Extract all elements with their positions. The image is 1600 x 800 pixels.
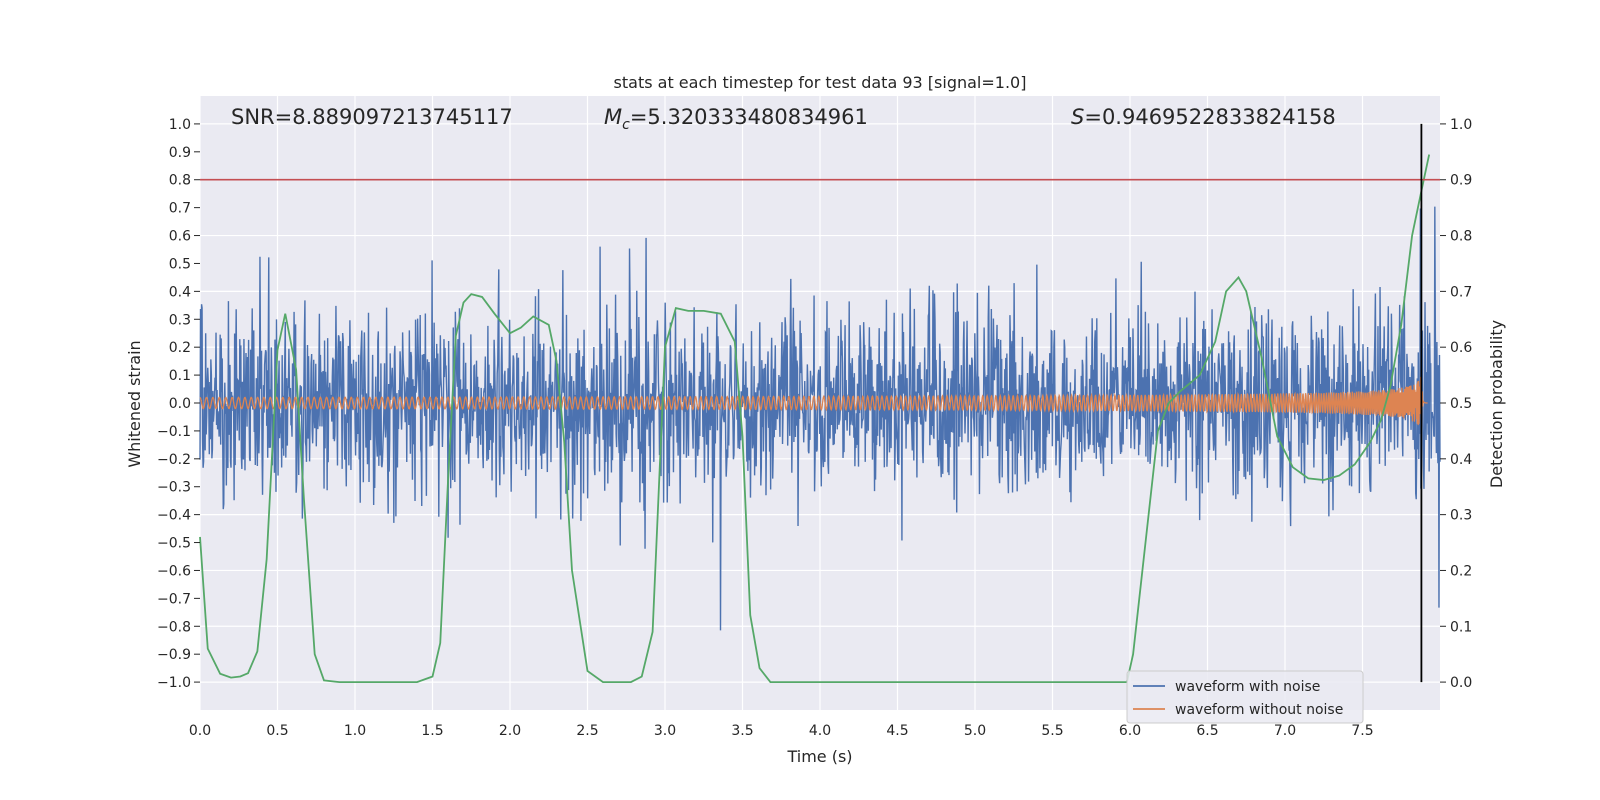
y2-axis-ticks: 1.0 0.9 0.8 0.7 0.6 0.5 0.4 0.3 0.2 0.1 0.0 — [1440, 117, 1472, 691]
chirp-mass-subscript: c — [622, 117, 630, 133]
x-tick-label: 6.5 — [1196, 723, 1218, 739]
chirp-mass-annotation: Mc=5.320333480834961 — [604, 105, 868, 133]
x-tick-label: 6.0 — [1119, 723, 1141, 739]
legend: waveform with noise waveform without noi… — [1126, 670, 1364, 724]
x-tick-label: 7.5 — [1351, 723, 1373, 739]
x-tick-label: 3.0 — [654, 723, 676, 739]
x-tick-label: 5.0 — [964, 723, 986, 739]
y2-tick-label: 0.9 — [1450, 173, 1472, 189]
reference-lines — [200, 123, 1440, 683]
y-axis-label: Whitened strain — [125, 340, 144, 467]
y2-tick-label: 0.1 — [1450, 619, 1472, 635]
snr-annotation: SNR=8.889097213745117 — [231, 105, 513, 129]
y2-axis-label: Detection probability — [1487, 320, 1506, 488]
x-axis-label: Time (s) — [786, 747, 852, 766]
x-tick-label: 7.0 — [1274, 723, 1296, 739]
series-waveform-without-noise — [199, 376, 1428, 428]
y-tick-label: 0.5 — [169, 256, 191, 272]
x-tick-label: 0.5 — [266, 723, 288, 739]
y-tick-label: 0.9 — [169, 145, 191, 161]
series-detection-probability — [199, 154, 1431, 683]
y2-tick-label: 0.2 — [1450, 563, 1472, 579]
y2-tick-label: 0.5 — [1450, 396, 1472, 412]
chirp-mass-symbol: M — [604, 105, 622, 129]
x-tick-label: 2.0 — [499, 723, 521, 739]
x-axis-ticks: 0.0 0.5 1.0 1.5 2.0 2.5 3.0 3.5 4.0 4.5 5.0 5.5 6.0 6… — [189, 723, 1374, 739]
chirp-mass-value: =5.320333480834961 — [630, 105, 868, 129]
y-tick-label: −0.9 — [157, 647, 191, 663]
y-tick-label: −0.2 — [157, 452, 191, 468]
y-tick-label: 0.4 — [169, 284, 191, 300]
y-tick-label: −0.8 — [157, 619, 191, 635]
y-tick-label: 0.1 — [169, 368, 191, 384]
s-symbol: S — [1071, 105, 1084, 129]
y-tick-label: 0.2 — [169, 340, 191, 356]
y-tick-label: 1.0 — [169, 117, 191, 133]
y-tick-label: −1.0 — [157, 675, 191, 691]
y2-tick-label: 0.3 — [1450, 508, 1472, 524]
x-tick-label: 4.5 — [886, 723, 908, 739]
y-tick-label: −0.5 — [157, 536, 191, 552]
chart-title: stats at each timestep for test data 93 … — [614, 73, 1027, 92]
legend-label-noise: waveform with noise — [1175, 679, 1320, 695]
y-axis-ticks: 1.0 0.9 0.8 0.7 0.6 0.5 0.4 0.3 0.2 0.1 0.0 −0.1 −0.… — [157, 117, 200, 691]
snr-value: 8.889097213745117 — [292, 105, 512, 129]
y2-tick-label: 0.0 — [1450, 675, 1472, 691]
clean-line — [199, 376, 1428, 428]
x-tick-label: 3.5 — [731, 723, 753, 739]
y-tick-label: 0.8 — [169, 173, 191, 189]
y2-tick-label: 0.4 — [1450, 452, 1472, 468]
y-tick-label: −0.4 — [157, 508, 191, 524]
y2-tick-label: 0.8 — [1450, 229, 1472, 245]
legend-box — [1126, 670, 1364, 724]
y2-tick-label: 0.7 — [1450, 284, 1472, 300]
y-tick-label: −0.6 — [157, 563, 191, 579]
x-tick-label: 1.0 — [344, 723, 366, 739]
x-tick-label: 0.0 — [189, 723, 211, 739]
y2-tick-label: 1.0 — [1450, 117, 1472, 133]
x-tick-label: 5.5 — [1041, 723, 1063, 739]
y-tick-label: 0.3 — [169, 312, 191, 328]
y2-tick-label: 0.6 — [1450, 340, 1472, 356]
x-tick-label: 4.0 — [809, 723, 831, 739]
y-tick-label: −0.1 — [157, 424, 191, 440]
y-tick-label: −0.7 — [157, 591, 191, 607]
y-tick-label: 0.6 — [169, 229, 191, 245]
y-tick-label: 0.0 — [169, 396, 191, 412]
legend-label-clean: waveform without noise — [1175, 702, 1343, 718]
s-value: =0.9469522833824158 — [1084, 105, 1335, 129]
y-tick-label: 0.7 — [169, 201, 191, 217]
probability-line — [199, 154, 1431, 683]
snr-label: SNR= — [231, 105, 292, 129]
x-tick-label: 1.5 — [421, 723, 443, 739]
x-tick-label: 2.5 — [576, 723, 598, 739]
y-tick-label: −0.3 — [157, 480, 191, 496]
s-annotation: S=0.9469522833824158 — [1071, 105, 1336, 129]
